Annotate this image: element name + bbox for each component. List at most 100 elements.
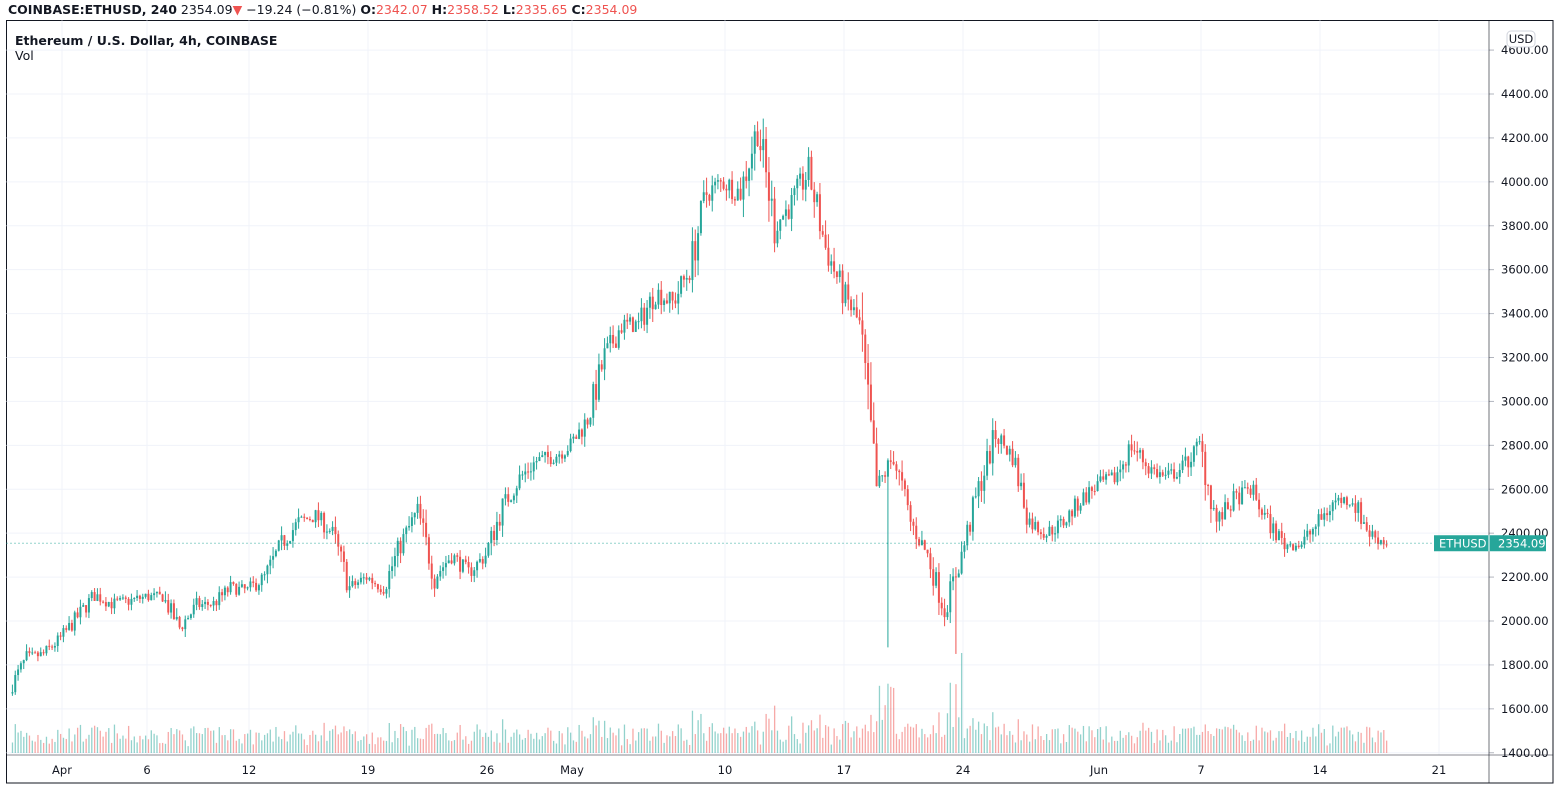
candle-body bbox=[765, 139, 768, 173]
volume-bar bbox=[57, 729, 59, 753]
volume-bar bbox=[592, 717, 594, 753]
candle-body bbox=[719, 180, 722, 182]
volume-bar bbox=[65, 738, 67, 753]
volume-bar bbox=[734, 728, 736, 753]
volume-bar bbox=[717, 733, 719, 753]
volume-bar bbox=[1351, 734, 1354, 753]
candle-body bbox=[45, 645, 48, 654]
volume-bar bbox=[331, 729, 334, 753]
volume-bar bbox=[490, 730, 492, 753]
candle-body bbox=[680, 276, 683, 294]
volume-bar bbox=[221, 735, 223, 753]
volume-bar bbox=[116, 733, 118, 753]
volume-bar bbox=[1227, 727, 1229, 753]
volume-bar bbox=[997, 726, 1000, 753]
candle-body bbox=[1385, 544, 1388, 546]
volume-bar bbox=[425, 727, 427, 753]
y-tick-label: 3800.00 bbox=[1501, 219, 1549, 233]
candle-body bbox=[756, 131, 759, 147]
volume-bar bbox=[586, 738, 589, 753]
candle-body bbox=[827, 247, 830, 266]
candle-body bbox=[637, 321, 640, 323]
volume-bar bbox=[711, 723, 713, 753]
volume-bar bbox=[1026, 734, 1028, 753]
volume-bar bbox=[943, 734, 946, 753]
volume-bar bbox=[1130, 735, 1133, 753]
volume-bar bbox=[932, 725, 934, 753]
volume-bar bbox=[1368, 727, 1371, 753]
x-tick-label: Jun bbox=[1089, 763, 1108, 777]
candle-body bbox=[76, 612, 79, 618]
candle-body bbox=[124, 597, 127, 599]
volume-bar bbox=[1252, 739, 1255, 753]
volume-bar bbox=[994, 727, 997, 753]
volume-bar bbox=[1184, 728, 1187, 753]
volume-bar bbox=[768, 718, 770, 753]
volume-bar bbox=[1289, 732, 1291, 753]
candle-body bbox=[110, 601, 113, 609]
volume-bar bbox=[224, 735, 226, 753]
candle-body bbox=[1362, 522, 1365, 524]
candle-body bbox=[1178, 469, 1181, 477]
volume-bar bbox=[1357, 731, 1359, 753]
candle-body bbox=[572, 436, 575, 439]
candle-body bbox=[501, 498, 504, 526]
candle-body bbox=[708, 194, 711, 201]
volume-bar bbox=[1215, 728, 1218, 753]
volume-bar bbox=[1278, 731, 1280, 753]
candle-body bbox=[620, 330, 623, 333]
candle-body bbox=[308, 518, 311, 520]
candle-body bbox=[535, 461, 538, 463]
chart-title[interactable]: Ethereum / U.S. Dollar, 4h, COINBASE bbox=[15, 33, 278, 48]
volume-bar bbox=[618, 728, 620, 753]
volume-bar bbox=[1320, 732, 1323, 753]
candle-body bbox=[116, 598, 119, 600]
currency-button-label[interactable]: USD bbox=[1509, 32, 1534, 46]
candle-body bbox=[1238, 492, 1241, 505]
candle-body bbox=[184, 619, 187, 630]
candle-body bbox=[1090, 487, 1093, 491]
volume-bar bbox=[212, 730, 215, 753]
candle-body bbox=[291, 530, 294, 542]
y-tick-label: 1400.00 bbox=[1501, 746, 1549, 760]
candle-body bbox=[1280, 531, 1283, 538]
volume-bar bbox=[646, 728, 648, 753]
volume-bar bbox=[462, 739, 464, 753]
candle-body bbox=[39, 652, 42, 657]
candle-body bbox=[382, 591, 385, 594]
candle-body bbox=[1334, 500, 1337, 503]
volume-bar bbox=[286, 741, 288, 753]
volume-bar bbox=[802, 722, 804, 753]
volume-bar bbox=[652, 736, 654, 753]
volume-bar bbox=[598, 720, 600, 753]
candle-body bbox=[578, 429, 581, 439]
candle-body bbox=[187, 617, 190, 620]
candle-body bbox=[515, 488, 518, 496]
volume-bar bbox=[1011, 734, 1014, 753]
volume-bar bbox=[754, 721, 756, 753]
candle-body bbox=[467, 562, 470, 568]
volume-bar bbox=[895, 733, 898, 753]
volume-bar bbox=[620, 745, 623, 753]
candle-body bbox=[433, 578, 436, 589]
candle-body bbox=[51, 646, 54, 648]
candle-body bbox=[1224, 502, 1227, 520]
volume-bar bbox=[1020, 740, 1022, 753]
volume-bar bbox=[538, 739, 541, 753]
candle-body bbox=[1326, 513, 1329, 516]
volume-bar bbox=[901, 731, 903, 753]
symbol-label[interactable]: COINBASE:ETHUSD, 240 bbox=[8, 2, 177, 17]
volume-bar bbox=[241, 743, 243, 753]
candle-body bbox=[1289, 544, 1292, 546]
volume-bar bbox=[1224, 726, 1226, 753]
volume-bar bbox=[1136, 737, 1138, 753]
volume-bar bbox=[819, 714, 821, 753]
candle-body bbox=[1360, 502, 1363, 524]
volume-bar bbox=[969, 725, 971, 753]
volume-label[interactable]: Vol bbox=[15, 48, 34, 63]
candle-body bbox=[11, 692, 14, 694]
currency-button[interactable] bbox=[1506, 30, 1536, 48]
candle-body bbox=[841, 270, 844, 304]
candle-body bbox=[269, 559, 272, 566]
